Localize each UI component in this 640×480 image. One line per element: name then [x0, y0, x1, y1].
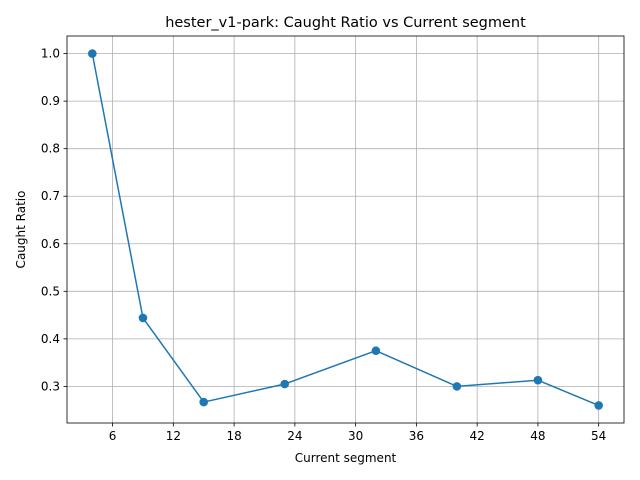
- plot-frame: [66, 35, 625, 424]
- x-axis-title: Current segment: [295, 451, 397, 465]
- x-tick-label: 6: [109, 429, 117, 443]
- x-tick-label: 42: [470, 429, 485, 443]
- y-tick-label: 0.5: [41, 284, 60, 298]
- x-tick-label: 54: [591, 429, 606, 443]
- data-point: [280, 379, 290, 389]
- data-point: [371, 346, 381, 356]
- data-point: [533, 375, 543, 385]
- chart-title: hester_v1-park: Caught Ratio vs Current …: [165, 15, 526, 31]
- series-layer: [88, 49, 603, 410]
- y-axis-title: Caught Ratio: [14, 191, 28, 269]
- y-tick-label: 0.3: [41, 379, 60, 393]
- y-tick-label: 0.8: [41, 142, 60, 156]
- y-tick-label: 0.7: [41, 189, 60, 203]
- x-tick-label: 30: [348, 429, 363, 443]
- data-point: [88, 49, 97, 58]
- x-tick-label: 36: [409, 429, 424, 443]
- data-point: [594, 401, 603, 410]
- y-tick-label: 1.0: [41, 47, 60, 61]
- grid: [67, 36, 624, 423]
- data-point: [138, 313, 148, 323]
- y-tick-label: 0.6: [41, 237, 60, 251]
- series-line: [91, 53, 599, 407]
- y-tick-label: 0.9: [41, 94, 60, 108]
- data-point: [452, 382, 462, 391]
- ticks: 6 12 18 24 30 36 42 48 54 0.3 0.4 0.5 0.6 0.7 0.8 0.9 1.…: [41, 47, 606, 443]
- y-tick-label: 0.4: [41, 332, 60, 346]
- data-point: [199, 397, 209, 407]
- x-tick-label: 24: [287, 429, 302, 443]
- x-tick-label: 18: [226, 429, 241, 443]
- x-tick-label: 48: [530, 429, 545, 443]
- x-tick-label: 12: [166, 429, 181, 443]
